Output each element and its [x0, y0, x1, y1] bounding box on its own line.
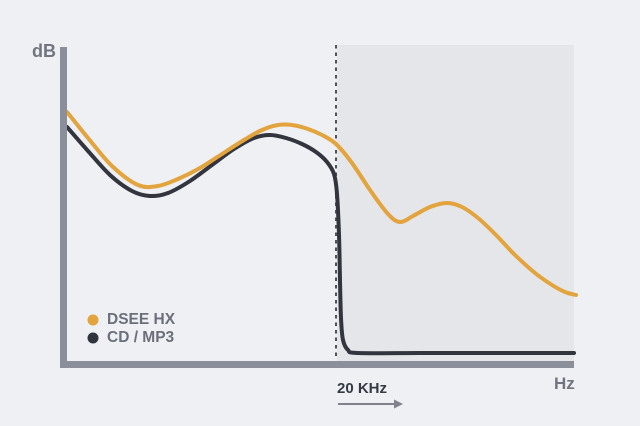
dsee-hx-curve [65, 110, 578, 297]
x-axis-label: Hz [554, 374, 575, 393]
y-axis-label: dB [32, 41, 56, 61]
legend-dot-cd-mp3-icon [87, 332, 99, 344]
legend-label-dsee-hx: DSEE HX [107, 311, 176, 328]
right-arrow-icon [394, 399, 403, 409]
cd-mp3-curve [65, 125, 576, 356]
legend-item-dsee-hx: DSEE HX [87, 311, 176, 328]
x-axis [60, 361, 574, 368]
cutoff-frequency-label: 20 KHz [337, 380, 388, 397]
legend-dot-dsee-hx-icon [87, 314, 99, 326]
legend-label-cd-mp3: CD / MP3 [107, 329, 175, 346]
legend-item-cd-mp3: CD / MP3 [87, 329, 175, 346]
y-axis [60, 47, 67, 368]
legend: DSEE HX CD / MP3 [87, 311, 176, 346]
